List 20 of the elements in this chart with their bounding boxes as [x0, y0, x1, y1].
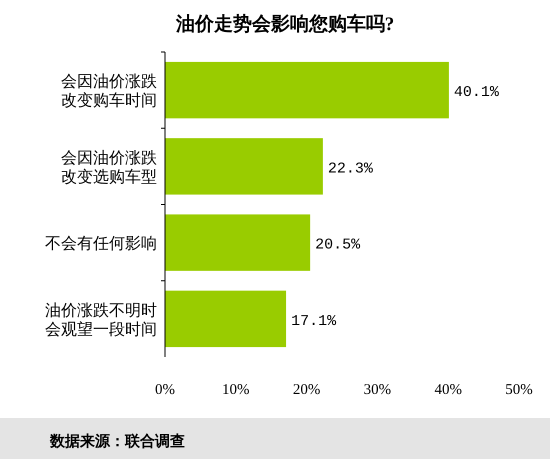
bar — [165, 138, 323, 195]
x-tick-label: 0% — [155, 382, 175, 398]
bar — [165, 62, 449, 118]
x-tick-label: 20% — [292, 382, 320, 398]
x-tick-label: 30% — [364, 382, 392, 398]
x-tick-label: 10% — [222, 382, 250, 398]
y-tick-label: 会因油价涨跌改变购车时间 — [61, 72, 157, 110]
bar — [165, 214, 310, 271]
x-tick-label: 50% — [505, 382, 533, 398]
data-label: 40.1% — [454, 84, 500, 102]
chart-title: 油价走势会影响您购车吗? — [174, 13, 394, 35]
data-label: 22.3% — [328, 160, 374, 178]
source-note: 数据来源：联合调查 — [49, 433, 185, 450]
y-tick-label: 不会有任何影响 — [45, 236, 157, 253]
y-tick-label: 会因油价涨跌改变选购车型 — [61, 148, 157, 186]
x-tick-label: 40% — [434, 382, 462, 398]
data-label: 20.5% — [315, 236, 362, 254]
y-tick-label: 油价涨跌不明时会观望一段时间 — [45, 301, 157, 338]
bar — [165, 290, 286, 348]
data-label: 17.1% — [291, 312, 338, 330]
